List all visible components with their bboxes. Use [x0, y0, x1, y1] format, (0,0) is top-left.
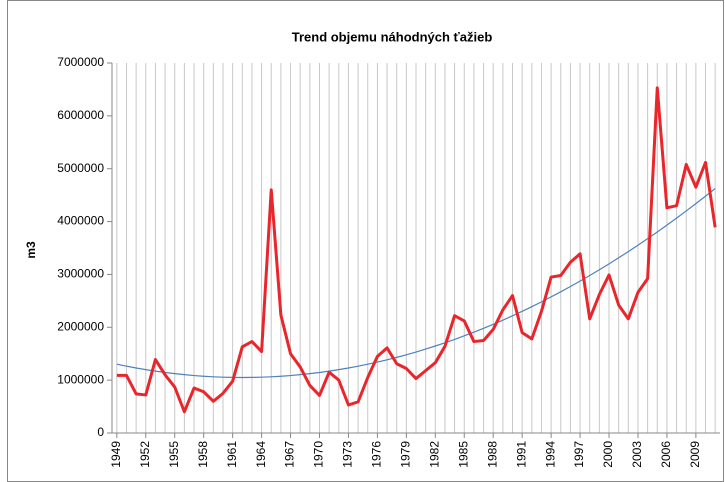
- x-tick-label: 1964: [254, 441, 268, 468]
- y-tick-label: 4000000: [57, 214, 104, 228]
- x-tick-label: 1976: [370, 441, 384, 468]
- series-line: [116, 86, 717, 414]
- x-tick-label: 1982: [427, 441, 441, 468]
- x-tick-label: 1949: [109, 441, 123, 468]
- series-line: [116, 188, 716, 379]
- y-tick-label: 7000000: [57, 55, 104, 69]
- x-tick-label: 1958: [196, 441, 210, 468]
- x-tick-label: 1970: [312, 441, 326, 468]
- x-tick-label: 1979: [399, 441, 413, 468]
- y-tick-label: 1000000: [57, 372, 104, 386]
- chart-frame: [7, 0, 724, 482]
- y-tick-label: 0: [97, 425, 104, 439]
- x-tick-label: 1955: [167, 441, 181, 468]
- y-tick-label: 2000000: [57, 319, 104, 333]
- x-tick-label: 1985: [456, 441, 470, 468]
- x-tick-label: 1961: [225, 441, 239, 468]
- x-tick-label: 2000: [601, 441, 615, 468]
- y-tick-label: 6000000: [57, 108, 104, 122]
- y-axis-label: m3: [24, 241, 38, 259]
- chart-title: Trend objemu náhodných ťažieb: [292, 29, 493, 44]
- x-tick-label: 1973: [341, 441, 355, 468]
- y-tick-label: 3000000: [57, 267, 104, 281]
- x-tick-label: 1952: [138, 441, 152, 468]
- x-tick-label: 1988: [485, 441, 499, 468]
- x-tick-label: 1991: [514, 441, 528, 468]
- x-tick-label: 1967: [283, 441, 297, 468]
- x-tick-label: 2006: [659, 441, 673, 468]
- x-tick-label: 2003: [630, 441, 644, 468]
- x-tick-label: 2009: [688, 441, 702, 468]
- x-tick-label: 1997: [572, 441, 586, 468]
- y-tick-label: 5000000: [57, 161, 104, 175]
- x-tick-label: 1994: [543, 441, 557, 468]
